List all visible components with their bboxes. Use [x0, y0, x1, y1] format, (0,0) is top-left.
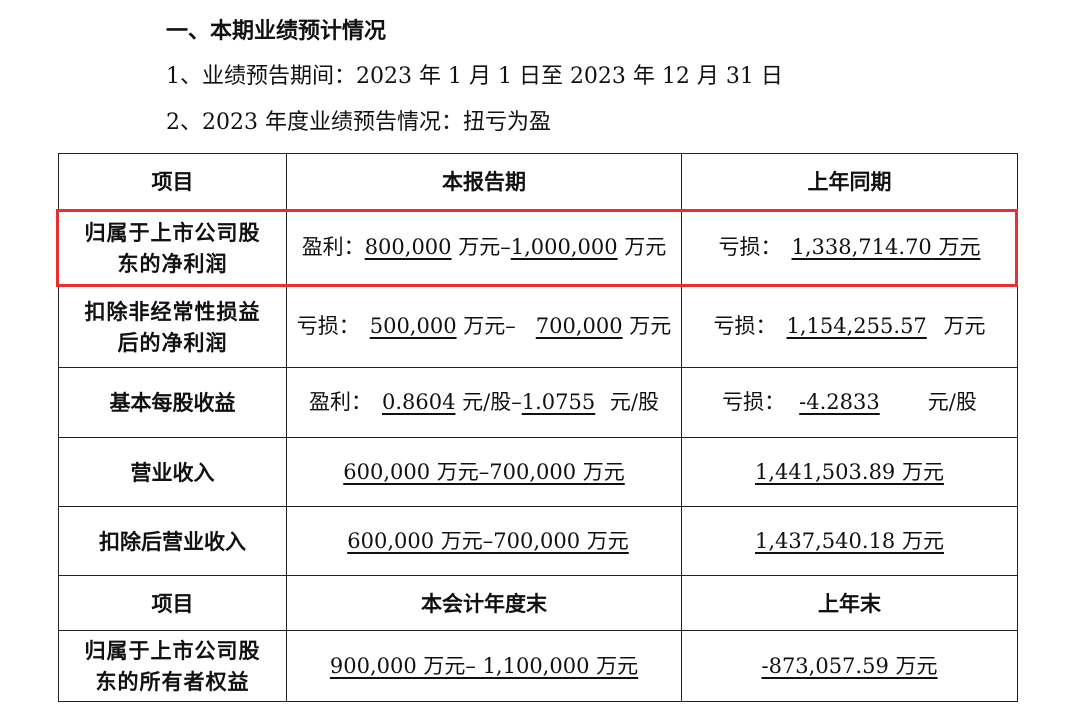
amount-text: -4.2833 — [799, 390, 880, 414]
value-amount: 1,441,503.89 万元 — [755, 459, 944, 484]
prior-value: 亏损： 1,338,714.70 万元 — [681, 209, 1018, 286]
value-prefix: 亏损： — [713, 314, 777, 338]
value-unit: 元/股 — [927, 390, 977, 414]
value-amount: 1,437,540.18 万元 — [755, 528, 944, 553]
value-high: 1.0755 — [521, 390, 596, 414]
value-unit: 万元 — [936, 314, 986, 338]
header-prior-year-end: 上年末 — [681, 575, 1018, 631]
amount-text: 1,338,714.70 — [791, 235, 932, 259]
value-amount: 1,154,255.57 — [777, 314, 937, 338]
current-value: 600,000 万元–700,000 万元 — [286, 506, 682, 576]
row-label: 扣除非经常性损益 后的净利润 — [58, 285, 287, 368]
value-prefix: 盈利： — [309, 390, 372, 414]
value-low: 500,000 — [360, 314, 457, 338]
value-prefix: 亏损： — [718, 235, 782, 259]
value-prefix: 盈利： — [301, 235, 365, 259]
row-label: 归属于上市公司股 东的所有者权益 — [58, 630, 287, 702]
value-range: 600,000 万元–700,000 万元 — [343, 459, 625, 484]
header-item: 项目 — [58, 153, 287, 210]
row-label: 归属于上市公司股 东的净利润 — [58, 209, 287, 286]
header-prior-period: 上年同期 — [681, 153, 1018, 210]
current-value: 900,000 万元– 1,100,000 万元 — [286, 630, 682, 702]
value-unit: 万元 — [931, 235, 981, 259]
value-amount: 1,338,714.70 — [782, 235, 932, 259]
row-label: 营业收入 — [58, 437, 287, 507]
table-row: 归属于上市公司股 东的净利润 盈利：800,000 万元–1,000,000 万… — [58, 209, 1018, 286]
prior-value: 亏损： -4.2833 元/股 — [681, 367, 1018, 438]
current-value: 600,000 万元–700,000 万元 — [286, 437, 682, 507]
row-label-line2: 东的净利润 — [117, 250, 228, 276]
low-text: 0.8604 — [382, 390, 456, 414]
row-label-line2: 后的净利润 — [117, 329, 228, 355]
high-text: 700,000 — [535, 314, 623, 338]
prior-value: 亏损： 1,154,255.57 万元 — [681, 285, 1018, 368]
row-label-line2: 东的所有者权益 — [95, 669, 250, 694]
value-unit: 元/股 — [603, 390, 659, 414]
value-range: 600,000 万元–700,000 万元 — [339, 529, 629, 553]
header-item: 项目 — [58, 575, 287, 631]
value-mid: 元/股– — [455, 390, 522, 414]
value-low: 800,000 — [364, 235, 452, 259]
row-label: 基本每股收益 — [58, 367, 287, 438]
value-range: 900,000 万元– 1,100,000 万元 — [329, 653, 639, 678]
current-value: 盈利：800,000 万元–1,000,000 万元 — [286, 209, 682, 286]
forecast-period: 1、业绩预告期间：2023 年 1 月 1 日至 2023 年 12 月 31 … — [166, 64, 783, 89]
header-current-period: 本报告期 — [286, 153, 682, 210]
row-label-line1: 归属于上市公司股 — [84, 219, 261, 245]
value-low: 0.8604 — [372, 390, 455, 414]
earnings-forecast-table: 项目 本报告期 上年同期 归属于上市公司股 东的净利润 盈利：800,000 万… — [58, 153, 1018, 702]
value-prefix: 亏损： — [296, 314, 360, 338]
table-row: 扣除后营业收入 600,000 万元–700,000 万元 1,437,540.… — [58, 506, 1018, 576]
value-high: 700,000 — [516, 314, 623, 338]
prior-value: 1,437,540.18 万元 — [681, 506, 1018, 576]
value-amount: -4.2833 — [785, 390, 928, 414]
table-row: 营业收入 600,000 万元–700,000 万元 1,441,503.89 … — [58, 437, 1018, 507]
current-value: 盈利： 0.8604 元/股–1.0755 元/股 — [286, 367, 682, 438]
table-row: 基本每股收益 盈利： 0.8604 元/股–1.0755 元/股 亏损： -4.28… — [58, 367, 1018, 438]
section-heading: 一、本期业绩预计情况 — [166, 18, 387, 44]
range-text: 600,000 万元–700,000 万元 — [347, 528, 629, 553]
value-unit: 万元 — [622, 314, 672, 338]
header-current-year-end: 本会计年度末 — [286, 575, 682, 631]
value-mid: 万元– — [456, 314, 516, 338]
table-row: 扣除非经常性损益 后的净利润 亏损： 500,000 万元– 700,000 万元 … — [58, 285, 1018, 368]
value-high: 1,000,000 — [510, 235, 618, 259]
amount-text: 1,154,255.57 — [786, 314, 927, 338]
table-header-row: 项目 本报告期 上年同期 — [58, 153, 1018, 210]
value-unit: 万元 — [617, 235, 667, 259]
table-header-row: 项目 本会计年度末 上年末 — [58, 575, 1018, 631]
row-label-line1: 扣除非经常性损益 — [84, 298, 261, 324]
low-text: 500,000 — [369, 314, 457, 338]
row-label: 扣除后营业收入 — [58, 506, 287, 576]
prior-value: -873,057.59 万元 — [681, 630, 1018, 702]
table-row: 归属于上市公司股 东的所有者权益 900,000 万元– 1,100,000 万… — [58, 630, 1018, 702]
prior-value: 1,441,503.89 万元 — [681, 437, 1018, 507]
forecast-type: 2、2023 年度业绩预告情况：扭亏为盈 — [166, 110, 551, 135]
value-amount: -873,057.59 万元 — [761, 653, 938, 678]
value-prefix: 亏损： — [722, 390, 786, 414]
row-label-line1: 归属于上市公司股 — [84, 638, 261, 663]
current-value: 亏损： 500,000 万元– 700,000 万元 — [286, 285, 682, 368]
value-mid: 万元– — [451, 235, 511, 259]
